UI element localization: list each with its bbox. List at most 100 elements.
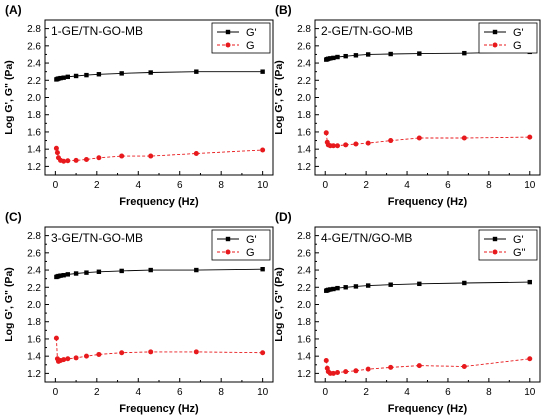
legend-label: G' [513,234,524,246]
x-axis-label: Frequency (Hz) [388,196,468,208]
data-point [323,357,329,363]
y-tick-label: 1.6 [297,127,311,138]
x-tick-label: 4 [135,387,141,398]
data-point [58,273,63,278]
y-tick-label: 2.2 [27,76,41,87]
chart-panel-1: (A) 1.2 1.4 1.6 1.8 2.0 2.2 2.4 2.6 2.8 0 2 4 6 8 10 Fre… [3,3,274,208]
data-point [353,53,359,58]
data-point [330,370,336,376]
y-tick-label: 2.0 [297,93,311,104]
legend-label: G [246,40,255,52]
data-point [73,271,79,276]
y-tick-label: 1.4 [297,352,311,363]
y-tick-label: 2.4 [297,266,311,277]
legend-marker [225,29,231,35]
y-axis-label: Log G', G" (Pa) [3,60,15,135]
data-point [194,69,199,74]
data-point [148,153,154,159]
data-point [335,54,340,60]
data-point [96,269,102,274]
data-point [260,69,265,74]
data-point [119,71,124,76]
x-tick-label: 8 [486,180,492,191]
legend: G'G [211,22,271,54]
series-g-prime [324,279,532,293]
legend-box [211,229,271,261]
data-point [148,70,153,75]
x-tick-label: 0 [322,387,328,398]
data-point [119,153,125,159]
data-point [462,280,467,286]
data-point [193,150,199,156]
y-axis-label: Log G', G" (Pa) [3,267,15,342]
chart-panel-2: (B) 1.2 1.4 1.6 1.8 2.0 2.2 2.4 2.6 2.8 0 2 4 6 8 10 Fre… [273,3,541,208]
legend-label: G' [246,234,257,246]
x-tick-label: 8 [486,387,492,398]
x-tick-label: 4 [404,180,410,191]
x-axis-label: Frequency (Hz) [388,403,468,415]
chart-panel-3: (C) 1.2 1.4 1.6 1.8 2.0 2.2 2.4 2.6 2.8 0 2 4 6 8 10 Fre… [3,210,274,415]
x-tick-label: 6 [177,180,183,191]
data-point [365,283,371,288]
y-tick-label: 2.4 [27,266,41,277]
x-tick-label: 0 [322,180,328,191]
y-tick-label: 1.6 [297,334,311,345]
data-point [148,349,154,355]
legend-label: G [513,40,522,52]
data-point [83,157,89,162]
data-point [331,55,336,61]
data-point [65,74,70,80]
data-point [343,369,349,375]
series-g-double-prime [53,145,266,164]
legend-box [478,22,538,54]
data-point [343,53,348,59]
legend-box [211,22,271,54]
y-tick-label: 1.4 [297,145,311,156]
legend-marker [492,249,498,255]
x-tick-label: 2 [94,387,100,398]
data-point [365,52,371,57]
data-point [65,158,71,164]
data-point [388,138,394,144]
data-point [58,75,63,81]
chart-title: 3-GE/TN-GO-MB [51,231,143,245]
data-point [65,356,71,362]
y-tick-label: 1.2 [297,369,311,380]
data-point [96,351,102,357]
x-tick-label: 10 [524,180,536,191]
data-point [353,368,359,374]
y-tick-label: 2.0 [27,300,41,311]
data-point [330,143,336,149]
y-tick-label: 1.8 [27,317,41,328]
y-tick-label: 2.0 [27,93,41,104]
x-tick-label: 8 [218,387,224,398]
y-tick-label: 1.2 [27,162,41,173]
y-tick-label: 1.2 [297,162,311,173]
y-tick-label: 1.8 [297,317,311,328]
y-tick-label: 1.2 [27,369,41,380]
y-tick-label: 1.4 [27,145,41,156]
legend-marker [492,42,498,48]
y-tick-label: 2.6 [297,248,311,259]
data-point [417,281,422,287]
data-point [365,140,371,146]
data-point [388,51,393,57]
data-point [260,147,266,153]
data-point [73,73,79,79]
data-point [84,270,89,275]
x-axis-label: Frequency (Hz) [119,196,199,208]
y-tick-label: 1.6 [27,334,41,345]
y-tick-label: 1.8 [297,110,311,121]
x-tick-label: 2 [94,180,100,191]
x-axis-label: Frequency (Hz) [119,403,199,415]
data-point [462,50,467,56]
legend-marker [225,236,231,242]
chart-title: 4-GE/TN/GO-MB [321,231,412,245]
y-tick-label: 2.8 [297,24,311,35]
data-point [388,364,394,370]
x-tick-label: 6 [445,387,451,398]
legend: G'G" [478,229,538,261]
data-point [416,363,422,369]
legend-box [478,229,538,261]
